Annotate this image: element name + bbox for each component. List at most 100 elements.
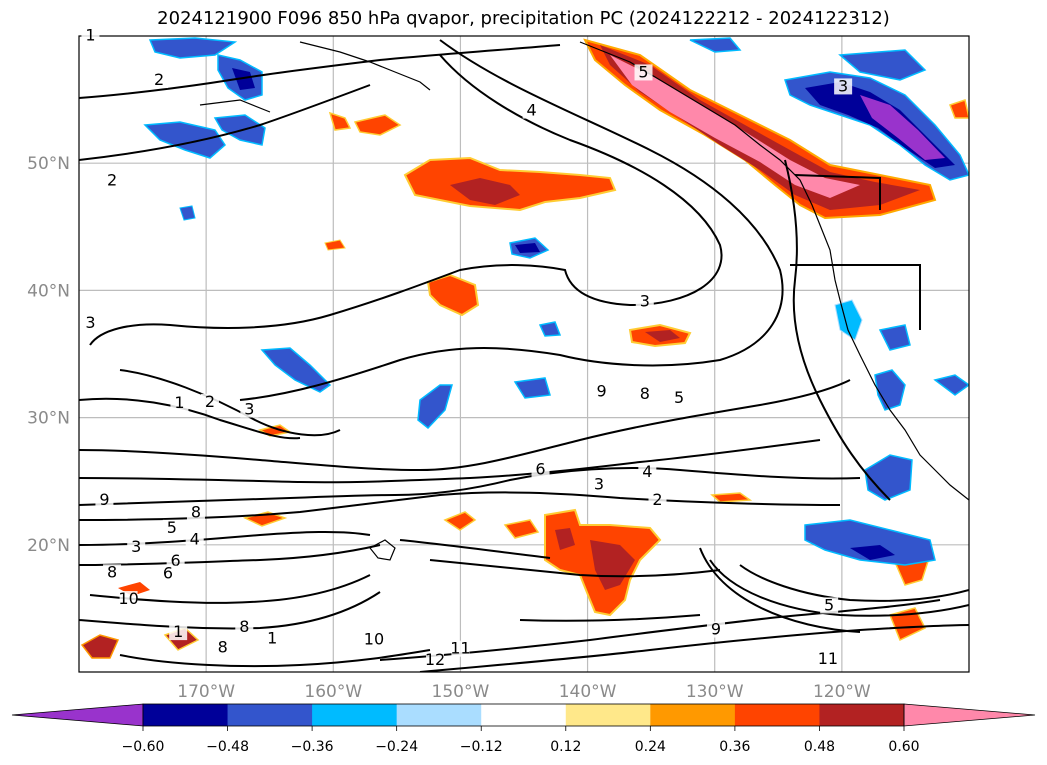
colorbar-swatch — [565, 704, 651, 726]
lat-tick-label: 30°N — [27, 409, 70, 429]
contour-label: 5 — [824, 595, 834, 614]
contour-label-bg — [162, 519, 181, 536]
map-background — [79, 36, 969, 672]
lon-tick-label: 150°W — [432, 682, 490, 702]
lon-tick-label: 130°W — [686, 682, 744, 702]
contour-label: 3 — [838, 76, 848, 95]
colorbar-tick-label: 0.60 — [888, 739, 919, 755]
colorbar-tick-label: −0.12 — [460, 739, 503, 755]
lon-tick-label: 170°W — [177, 682, 235, 702]
contour-label-bg — [648, 491, 667, 508]
contour-label: 4 — [527, 101, 537, 120]
colorbar: −0.60 −0.48 −0.36 −0.24 −0.12 0.12 0.24 0.36 0.4… — [11, 703, 1036, 755]
contour-label-bg — [185, 531, 204, 548]
colorbar-swatch — [481, 704, 567, 726]
colorbar-swatch — [312, 704, 398, 726]
contour-label: 8 — [107, 562, 117, 581]
contour-label-bg — [103, 172, 122, 189]
colorbar-extend-low — [11, 703, 144, 727]
contour-label: 9 — [596, 382, 606, 401]
precip-fill-layer — [80, 37, 969, 659]
contour-label: 9 — [711, 620, 721, 639]
colorbar-swatch — [819, 704, 905, 726]
colorbar-tick-label: 0.24 — [635, 739, 666, 755]
contour-label-bg — [170, 395, 189, 412]
contour-label: 5 — [638, 62, 648, 81]
contour-label-bg — [240, 401, 259, 418]
chart-title: 2024121900 F096 850 hPa qvapor, precipit… — [157, 8, 890, 29]
contour-label-bg — [186, 504, 205, 521]
colorbar-swatch — [143, 704, 229, 726]
contour-label: 8 — [218, 637, 228, 656]
contour-label: 3 — [640, 291, 650, 310]
contour-label-bg — [364, 631, 383, 648]
contour-label: 10 — [118, 589, 138, 608]
contour-label-bg — [820, 597, 839, 614]
contour-label: 2 — [154, 70, 164, 89]
contour-label-bg — [426, 652, 444, 669]
contour-label-bg — [81, 315, 100, 332]
contour-label: 5 — [167, 518, 177, 537]
contour-label-bg — [235, 619, 254, 636]
contour-label: 11 — [818, 649, 838, 668]
lat-tick-label: 40°N — [27, 281, 70, 301]
contour-label: 11 — [450, 639, 470, 658]
contour-label: 2 — [652, 490, 662, 509]
colorbar-tick-label: −0.60 — [122, 739, 165, 755]
coastline — [199, 41, 969, 561]
contour-label-bg — [592, 383, 611, 400]
contour-label: 6 — [163, 564, 173, 583]
map-gridlines — [79, 36, 969, 672]
map-frame — [78, 35, 970, 673]
contour-label: 1 — [85, 26, 95, 45]
contour-label: 8 — [191, 503, 201, 522]
colorbar-extend-high — [903, 703, 1036, 727]
contour-label-bg — [95, 491, 114, 508]
colorbar-swatch — [650, 704, 736, 726]
colorbar-tick-label: −0.36 — [291, 739, 334, 755]
contour-label-bg — [127, 538, 146, 555]
colorbar-swatch — [396, 704, 482, 726]
contour-label: 4 — [642, 462, 652, 481]
contour-label-bg — [263, 630, 282, 647]
contour-label-bg — [103, 564, 122, 581]
contour-label-bg — [522, 102, 541, 119]
lon-tick-label: 140°W — [559, 682, 617, 702]
contour-label: 6 — [535, 459, 545, 478]
contour-label: 8 — [239, 617, 249, 636]
contour-label-bg — [634, 64, 653, 81]
contour-label: 5 — [674, 388, 684, 407]
contour-label: 3 — [594, 475, 604, 494]
contour-label: 3 — [85, 313, 95, 332]
contour-label: 3 — [131, 537, 141, 556]
contour-label-bg — [834, 78, 853, 95]
contour-label-bg — [706, 621, 725, 638]
colorbar-tick-label: 0.12 — [550, 739, 581, 755]
lon-tick-label: 120°W — [813, 682, 871, 702]
contour-label-bg — [150, 72, 169, 89]
contour-label-bg — [818, 650, 837, 667]
colorbar-swatch — [227, 704, 313, 726]
contour-label: 6 — [171, 551, 181, 570]
contour-label-bg — [81, 27, 100, 44]
contour-label: 9 — [99, 490, 109, 509]
colorbar-tick-label: 0.36 — [719, 739, 750, 755]
lat-tick-label: 50°N — [27, 154, 70, 174]
contour-label: 3 — [244, 400, 254, 419]
contour-label: 2 — [205, 392, 215, 411]
contour-label-bg — [451, 640, 470, 657]
contour-label: 10 — [364, 630, 384, 649]
contour-label-bg — [119, 591, 138, 608]
colorbar-tick-label: −0.48 — [206, 739, 249, 755]
contour-label-bg — [531, 461, 550, 478]
contour-label-bg — [166, 552, 185, 569]
contour-label: 4 — [190, 529, 200, 548]
contour-label-bg — [635, 386, 654, 403]
colorbar-tick-label: −0.24 — [375, 739, 418, 755]
contour-label: 1 — [174, 393, 184, 412]
lon-tick-label: 160°W — [304, 682, 362, 702]
contour-label: 8 — [640, 384, 650, 403]
lat-tick-label: 20°N — [27, 536, 70, 556]
